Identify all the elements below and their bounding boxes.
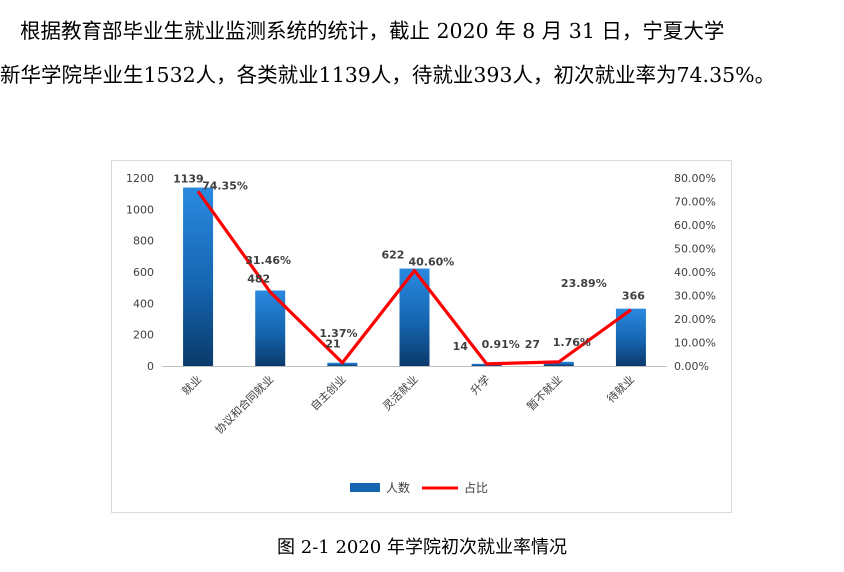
line-value-label-6: 23.89% [561,277,607,290]
bar-value-label-1: 482 [247,272,270,285]
y-right-tick-label: 50.00% [674,243,716,256]
line-value-label-0: 74.35% [202,179,248,192]
bar-value-label-4: 14 [453,340,469,353]
y-right-tick-label: 20.00% [674,313,716,326]
x-category-label-2: 自主创业 [308,373,348,413]
bar-value-label-6: 366 [622,290,645,303]
line-value-label-1: 31.46% [245,254,291,267]
y-left-tick-label: 600 [133,266,154,279]
y-right-tick-label: 70.00% [674,196,716,209]
y-left-tick-label: 400 [133,297,154,310]
y-left-tick-label: 1000 [126,203,154,216]
x-category-label-5: 暂不就业 [524,372,565,413]
x-category-label-0: 就业 [179,372,204,397]
bar-value-label-5: 27 [525,338,540,351]
bar-5 [543,361,574,366]
y-right-tick-label: 10.00% [674,337,716,350]
x-category-label-4: 升学 [467,372,492,397]
line-value-label-2: 1.37% [319,327,357,340]
bar-0 [183,187,214,366]
y-right-tick-label: 60.00% [674,219,716,232]
x-category-label-1: 协议和合同就业 [212,372,276,436]
y-left-tick-label: 0 [147,360,154,373]
y-right-tick-label: 40.00% [674,266,716,279]
paragraph-line-1: 根据教育部毕业生就业监测系统的统计，截止 2020 年 8 月 31 日，宁夏大… [20,19,725,43]
y-left-tick-label: 800 [133,235,154,248]
legend-bar-swatch [350,483,380,492]
legend-label-people: 人数 [386,480,410,495]
y-left-tick-label: 200 [133,329,154,342]
y-left-tick-label: 1200 [126,172,154,185]
x-category-label-3: 灵活就业 [380,372,421,413]
legend-label-ratio: 占比 [464,480,488,495]
y-right-tick-label: 80.00% [674,172,716,185]
figure-caption: 图 2-1 2020 年学院初次就业率情况 [277,537,567,558]
line-value-label-4: 0.91% [482,338,520,351]
line-value-label-5: 1.76% [553,336,591,349]
line-value-label-3: 40.60% [409,256,455,269]
bar-value-label-3: 622 [382,249,405,262]
combo-chart: 0 200 400 600 800 1000 1200 0.00% 10.00% 20.00% 30… [126,172,716,495]
bar-value-label-2: 21 [325,338,340,351]
chart-container: 0 200 400 600 800 1000 1200 0.00% 10.00% 20.00% 30… [111,160,732,513]
paragraph-line-2: 新华学院毕业生1532人，各类就业1139人，待就业393人，初次就业率为74.… [0,63,776,87]
bar-value-label-0: 1139 [173,173,204,186]
y-right-tick-label: 30.00% [674,290,716,303]
y-right-tick-label: 0.00% [674,360,709,373]
x-category-label-6: 待就业 [604,372,637,405]
